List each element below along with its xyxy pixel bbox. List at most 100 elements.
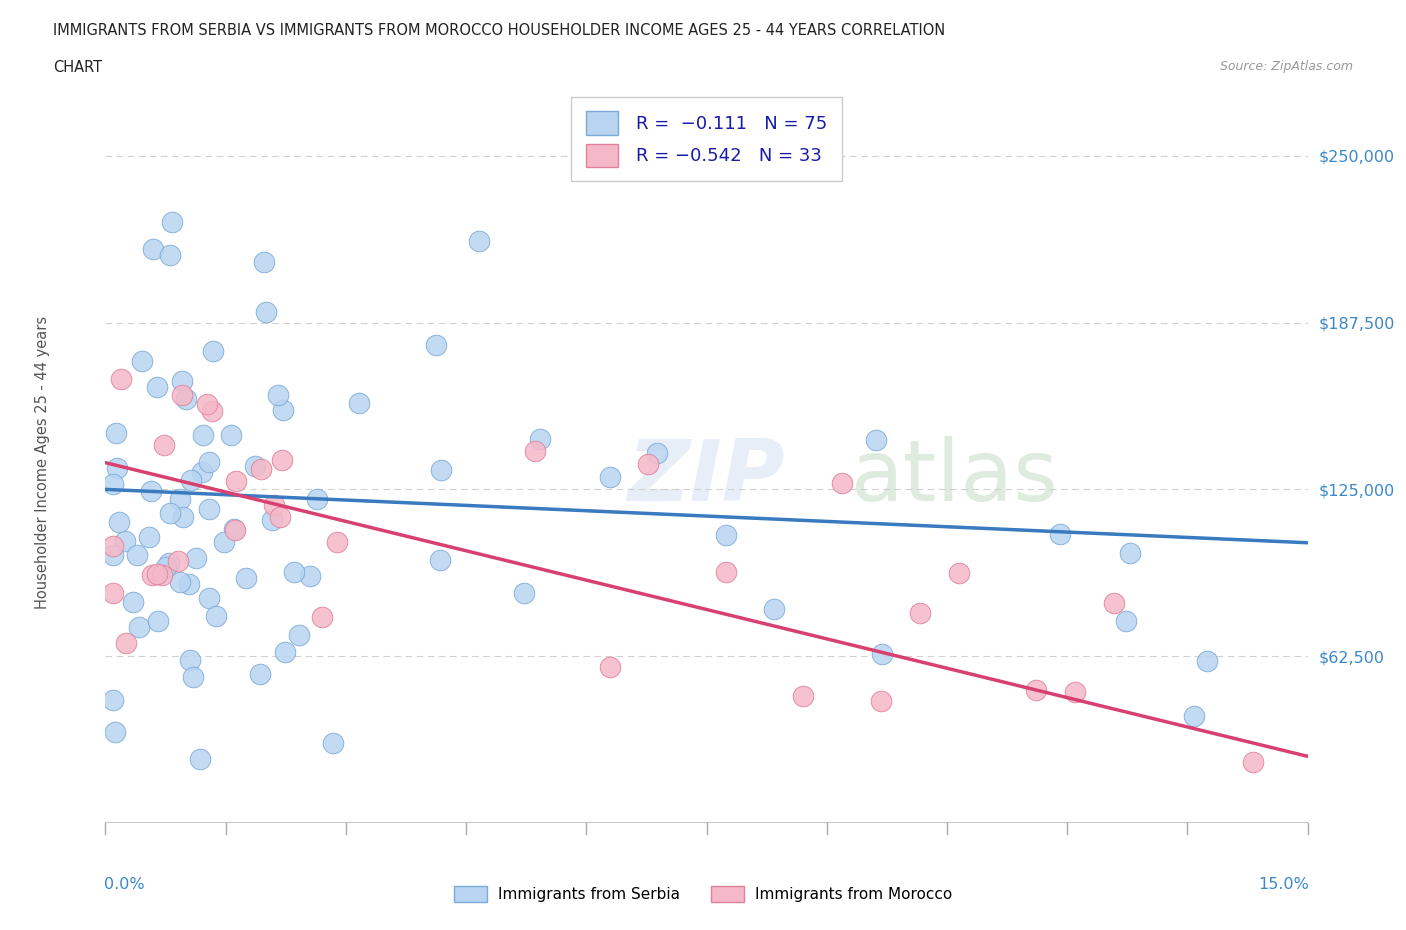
Point bbox=[274, 644, 297, 659]
Point bbox=[271, 403, 294, 418]
Point bbox=[138, 529, 160, 544]
Point bbox=[212, 535, 235, 550]
Point bbox=[271, 452, 294, 467]
Point bbox=[103, 548, 125, 563]
Point bbox=[167, 553, 190, 568]
Point bbox=[224, 523, 246, 538]
Point bbox=[139, 484, 162, 498]
Text: CHART: CHART bbox=[53, 60, 103, 75]
Point bbox=[529, 432, 551, 446]
Text: atlas: atlas bbox=[851, 435, 1059, 519]
Point bbox=[225, 473, 247, 488]
Point bbox=[184, 551, 207, 566]
Point bbox=[141, 567, 163, 582]
Point bbox=[219, 428, 242, 443]
Point bbox=[146, 613, 169, 628]
Point bbox=[183, 670, 205, 684]
Point bbox=[104, 426, 127, 441]
Point bbox=[349, 396, 371, 411]
Point bbox=[599, 470, 621, 485]
Point bbox=[645, 445, 668, 460]
Legend: R =  −0.111   N = 75, R = −0.542   N = 33: R = −0.111 N = 75, R = −0.542 N = 33 bbox=[571, 97, 842, 181]
Point bbox=[908, 605, 931, 620]
Point bbox=[1049, 527, 1071, 542]
Point bbox=[714, 565, 737, 579]
Point bbox=[198, 455, 221, 470]
Point bbox=[146, 379, 169, 394]
Point bbox=[253, 255, 276, 270]
Point bbox=[108, 514, 131, 529]
Point bbox=[103, 692, 125, 707]
Point bbox=[326, 535, 349, 550]
Point bbox=[222, 522, 245, 537]
Point bbox=[114, 533, 136, 548]
Point bbox=[169, 491, 191, 506]
Point bbox=[1102, 595, 1125, 610]
Point bbox=[170, 373, 193, 388]
Point bbox=[179, 577, 201, 591]
Text: Householder Income Ages 25 - 44 years: Householder Income Ages 25 - 44 years bbox=[35, 316, 51, 609]
Point bbox=[198, 591, 221, 605]
Point bbox=[269, 510, 291, 525]
Point bbox=[104, 725, 127, 740]
Point bbox=[1182, 709, 1205, 724]
Point bbox=[322, 736, 344, 751]
Point bbox=[105, 460, 128, 475]
Point bbox=[267, 387, 290, 402]
Point bbox=[142, 242, 165, 257]
Point bbox=[283, 565, 305, 579]
Point bbox=[311, 609, 333, 624]
Point bbox=[122, 594, 145, 609]
Point bbox=[150, 568, 173, 583]
Point bbox=[948, 565, 970, 580]
Point bbox=[159, 506, 181, 521]
Point bbox=[831, 475, 853, 490]
Point bbox=[197, 501, 219, 516]
Point bbox=[288, 628, 311, 643]
Text: 0.0%: 0.0% bbox=[104, 877, 145, 892]
Point bbox=[191, 465, 214, 480]
Point bbox=[131, 353, 153, 368]
Point bbox=[305, 492, 328, 507]
Point bbox=[179, 653, 201, 668]
Point bbox=[188, 751, 211, 766]
Text: Source: ZipAtlas.com: Source: ZipAtlas.com bbox=[1219, 60, 1353, 73]
Point bbox=[870, 647, 893, 662]
Point bbox=[180, 472, 202, 487]
Point bbox=[430, 462, 453, 477]
Point bbox=[714, 527, 737, 542]
Point bbox=[155, 559, 177, 574]
Point bbox=[298, 569, 321, 584]
Point bbox=[103, 538, 125, 553]
Point bbox=[263, 498, 285, 512]
Point bbox=[159, 247, 181, 262]
Point bbox=[524, 444, 547, 458]
Point bbox=[243, 458, 266, 473]
Point bbox=[865, 432, 887, 447]
Point bbox=[792, 689, 814, 704]
Point bbox=[201, 404, 224, 418]
Point bbox=[127, 547, 149, 562]
Point bbox=[169, 574, 191, 589]
Point bbox=[162, 215, 184, 230]
Point bbox=[429, 553, 451, 568]
Text: 15.0%: 15.0% bbox=[1258, 877, 1309, 892]
Point bbox=[1241, 754, 1264, 769]
Point bbox=[249, 667, 271, 682]
Point bbox=[1025, 683, 1047, 698]
Text: ZIP: ZIP bbox=[627, 435, 786, 519]
Point bbox=[1195, 653, 1218, 668]
Point bbox=[425, 338, 447, 352]
Point bbox=[195, 396, 218, 411]
Legend: Immigrants from Serbia, Immigrants from Morocco: Immigrants from Serbia, Immigrants from … bbox=[447, 880, 959, 909]
Point bbox=[513, 586, 536, 601]
Point bbox=[1119, 545, 1142, 560]
Point bbox=[103, 585, 125, 600]
Point bbox=[1064, 685, 1087, 700]
Point bbox=[172, 510, 194, 525]
Point bbox=[157, 555, 180, 570]
Point bbox=[763, 602, 786, 617]
Point bbox=[468, 233, 491, 248]
Point bbox=[110, 372, 132, 387]
Text: IMMIGRANTS FROM SERBIA VS IMMIGRANTS FROM MOROCCO HOUSEHOLDER INCOME AGES 25 - 4: IMMIGRANTS FROM SERBIA VS IMMIGRANTS FRO… bbox=[53, 23, 946, 38]
